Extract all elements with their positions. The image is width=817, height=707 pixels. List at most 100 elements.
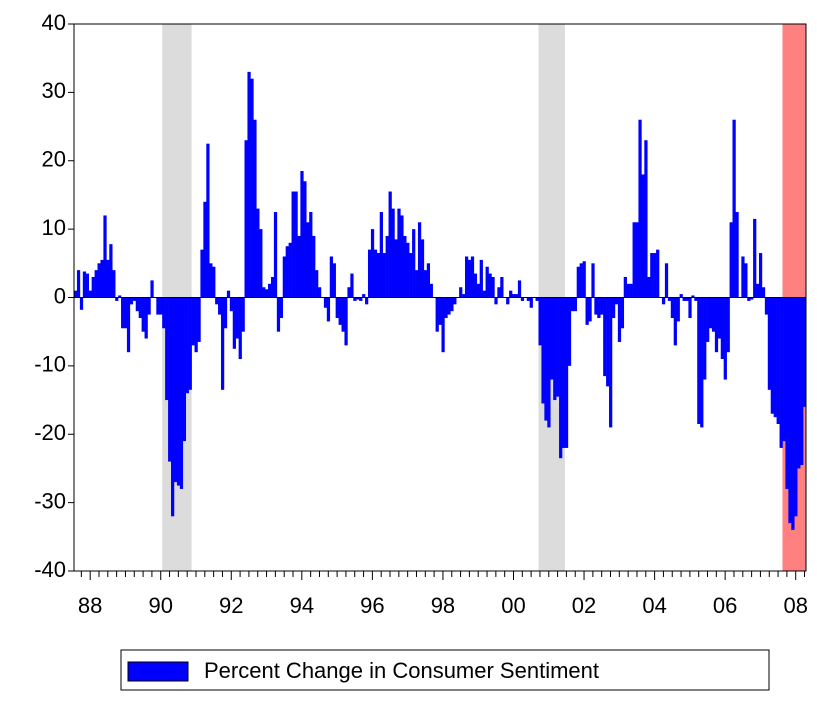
bar — [191, 297, 195, 346]
bar — [76, 270, 81, 298]
bar — [617, 297, 622, 342]
bar — [441, 297, 445, 353]
bar — [359, 297, 363, 301]
bar — [391, 208, 395, 298]
bar — [412, 229, 416, 298]
bar — [603, 297, 607, 377]
bar — [403, 235, 407, 298]
bar — [262, 287, 266, 298]
bar — [482, 290, 486, 298]
x-tick-label: 90 — [148, 593, 172, 618]
x-tick-label: 94 — [290, 593, 314, 618]
bar — [670, 297, 675, 319]
bar — [200, 249, 204, 298]
x-tick-label: 88 — [78, 593, 102, 618]
y-tick-label: -40 — [34, 557, 66, 582]
bar — [756, 283, 760, 298]
bar — [453, 297, 457, 305]
bar — [556, 297, 560, 397]
bar — [112, 270, 116, 298]
bar — [641, 174, 645, 298]
bar — [138, 297, 142, 319]
bar — [479, 259, 483, 298]
bar — [270, 276, 275, 298]
bar — [250, 78, 254, 298]
bar — [121, 297, 125, 329]
bar — [394, 239, 398, 298]
bar — [350, 273, 354, 298]
bar — [132, 297, 137, 301]
bar — [423, 270, 428, 298]
bar — [485, 266, 489, 298]
bar — [147, 297, 151, 315]
bar — [647, 276, 651, 298]
bar — [591, 263, 595, 298]
bar — [100, 259, 104, 298]
bar — [767, 297, 772, 390]
y-tick-label: 10 — [42, 215, 66, 240]
bar — [338, 297, 342, 325]
bar — [512, 294, 516, 298]
bar — [694, 297, 698, 301]
bar — [447, 297, 451, 315]
bar — [206, 143, 210, 298]
bar — [794, 297, 798, 517]
bar — [535, 297, 539, 301]
bar — [597, 297, 601, 319]
bar — [171, 297, 175, 517]
bar — [300, 171, 304, 298]
bar — [667, 297, 672, 301]
bar — [538, 297, 542, 346]
bar — [682, 297, 686, 301]
bar — [97, 263, 101, 298]
x-tick-label: 96 — [360, 593, 384, 618]
bar — [420, 239, 425, 298]
x-tick-label: 02 — [572, 593, 596, 618]
bar — [594, 297, 598, 315]
bar — [212, 266, 216, 298]
x-tick-label: 04 — [642, 593, 666, 618]
bar — [661, 297, 666, 305]
bar — [620, 297, 625, 329]
bar — [626, 283, 630, 298]
bar — [229, 297, 234, 312]
bar — [708, 297, 713, 329]
bar — [782, 297, 786, 442]
bar — [176, 297, 181, 486]
bar — [223, 297, 228, 329]
bar — [123, 297, 128, 329]
bar — [650, 253, 654, 298]
bar — [288, 242, 292, 298]
bar — [497, 287, 501, 298]
bar — [582, 261, 586, 298]
bar — [576, 266, 580, 298]
bar — [150, 280, 154, 298]
bar — [741, 256, 745, 298]
y-tick-label: 40 — [42, 10, 66, 35]
bar — [562, 297, 566, 448]
bar — [273, 212, 278, 298]
bar — [623, 276, 627, 298]
bar — [323, 297, 328, 308]
bar — [791, 297, 795, 530]
bar — [788, 297, 792, 524]
bar — [500, 276, 504, 298]
bar — [750, 297, 754, 300]
bar — [326, 297, 331, 322]
bar — [711, 297, 716, 332]
bar — [297, 235, 301, 298]
bar — [706, 297, 710, 342]
bar — [185, 297, 189, 394]
bar — [312, 235, 316, 298]
bar — [106, 259, 110, 298]
bar — [165, 297, 169, 401]
bar — [600, 297, 604, 315]
bar — [373, 249, 378, 298]
bar — [450, 297, 454, 312]
x-tick-label: 98 — [431, 593, 455, 618]
bar — [379, 212, 383, 298]
bar — [729, 222, 733, 298]
bar — [279, 297, 284, 319]
bar — [638, 119, 642, 298]
bar — [785, 297, 789, 489]
